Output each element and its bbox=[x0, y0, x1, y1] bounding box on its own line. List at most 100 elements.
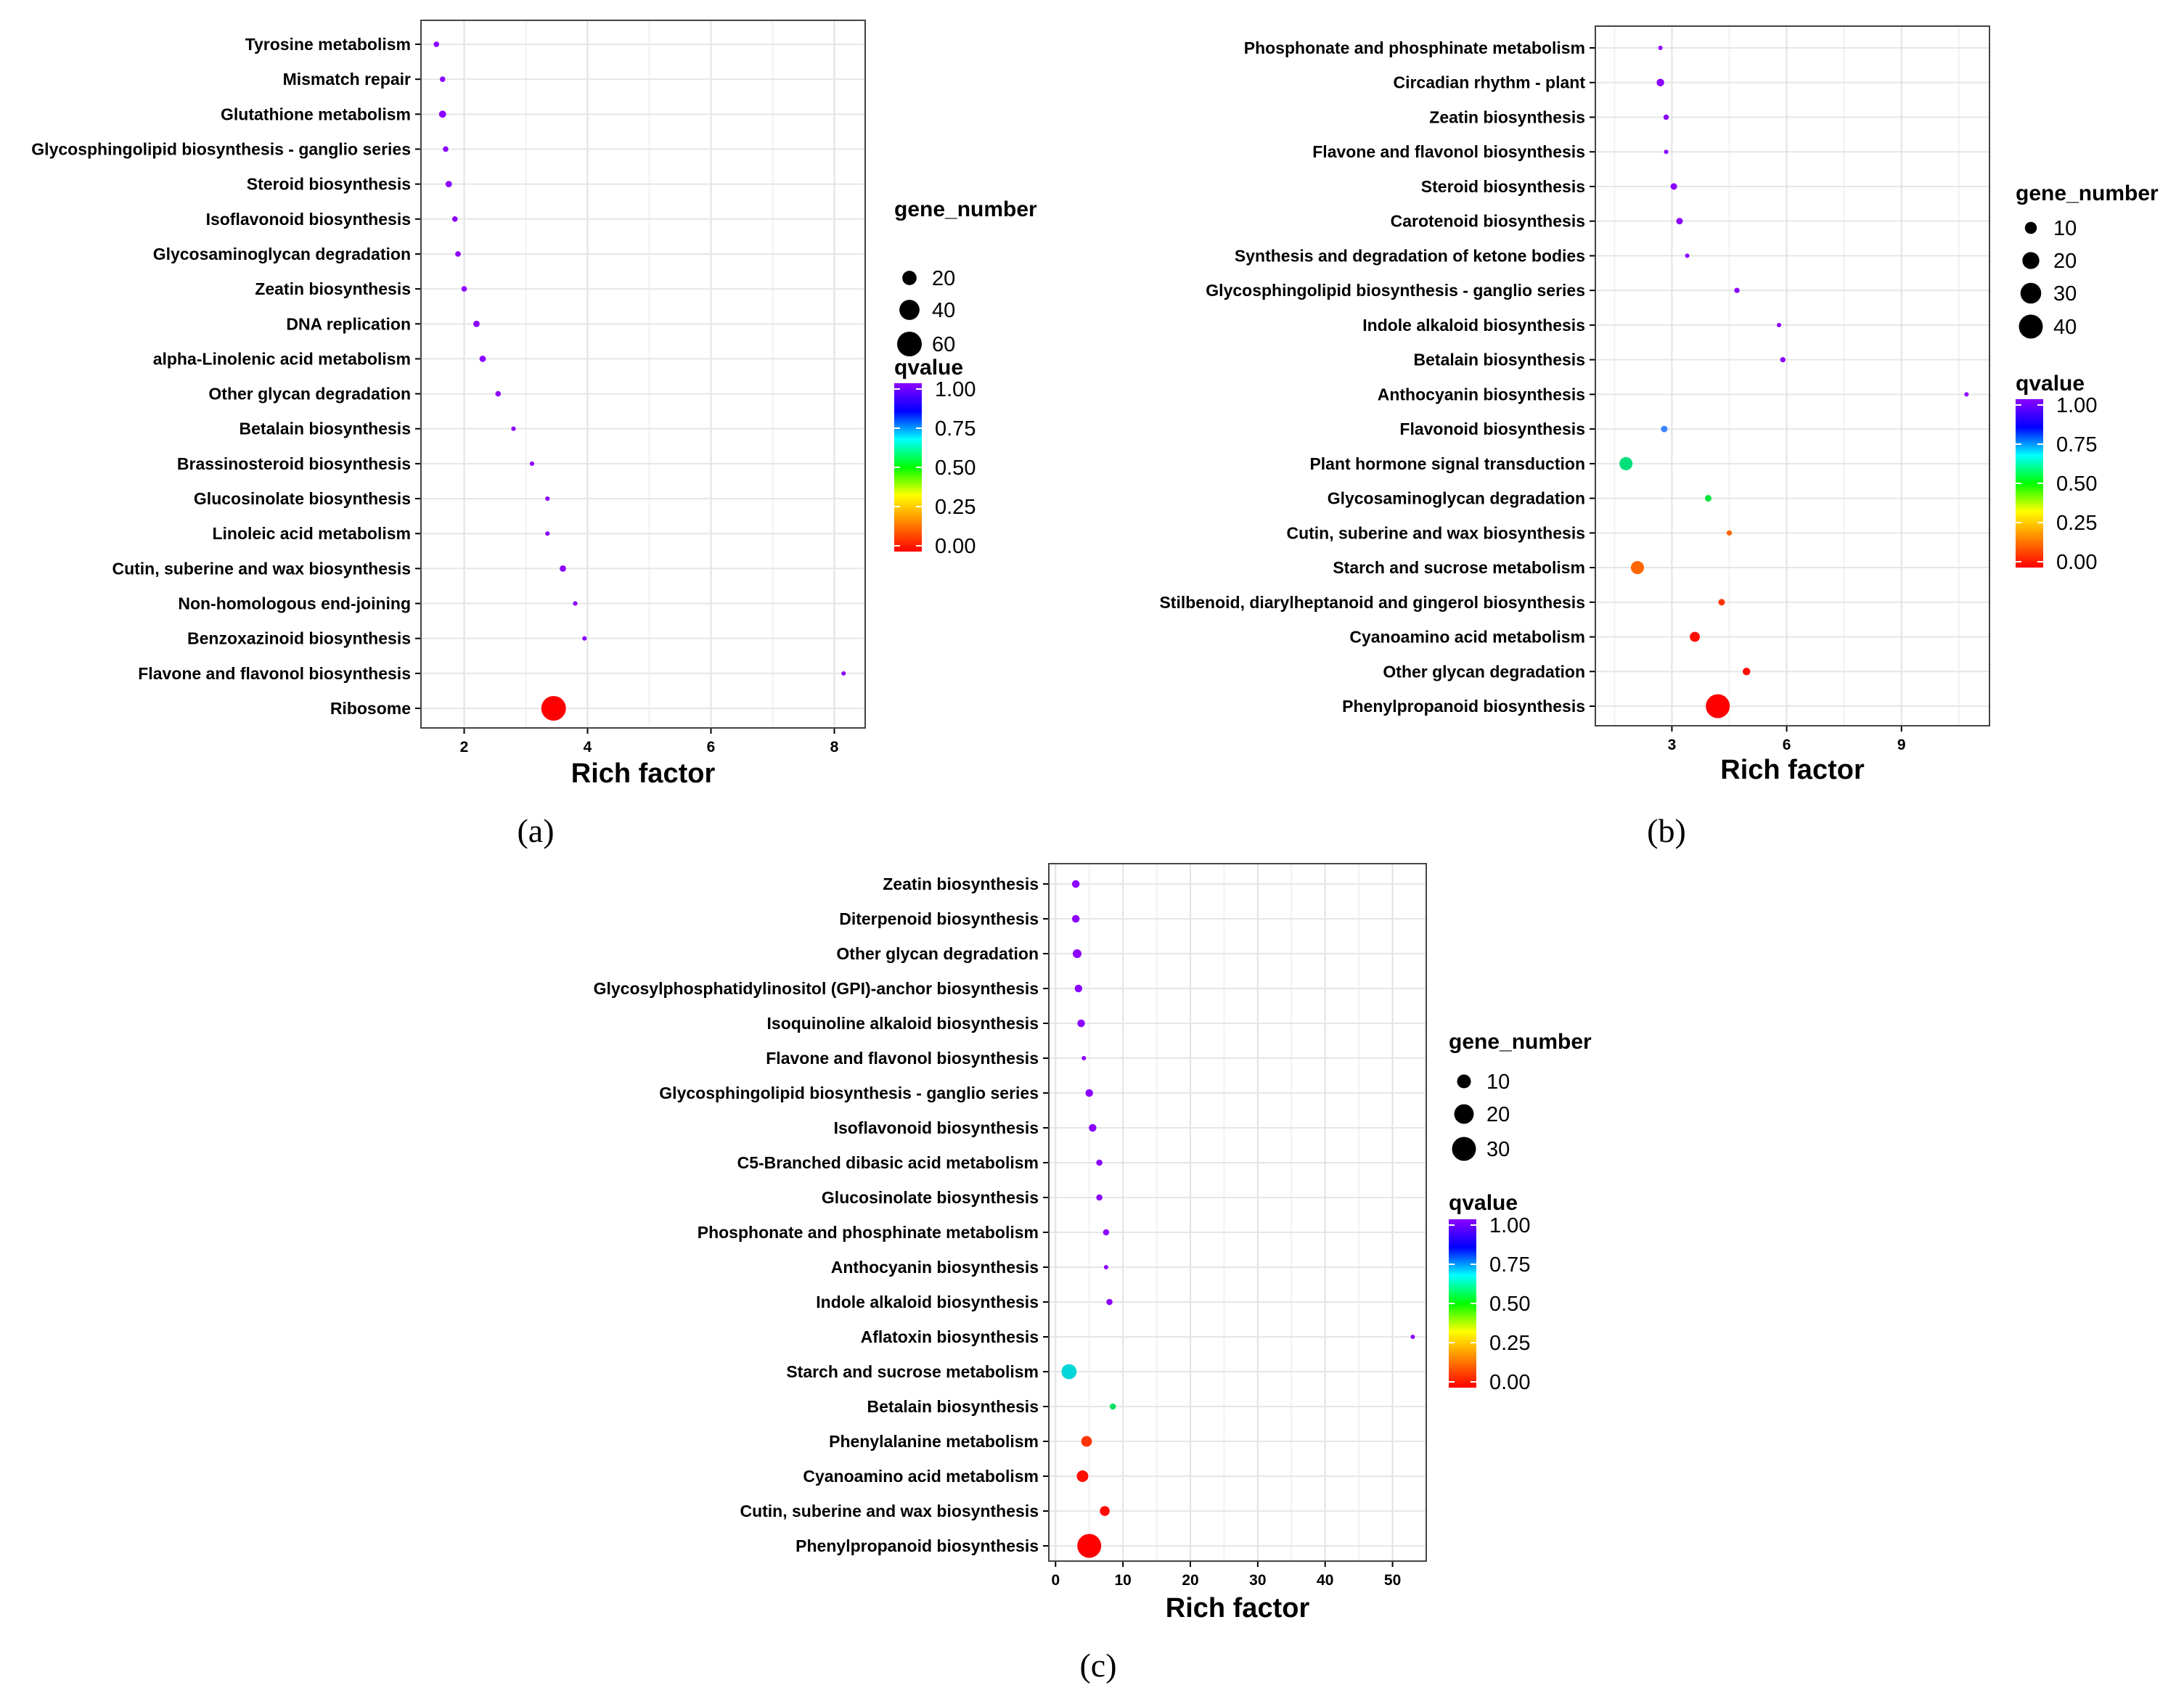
data-point-betalain-biosynthesis bbox=[1780, 356, 1786, 363]
data-point-isoflavonoid-biosynthesis bbox=[451, 216, 458, 222]
size-legend-dot bbox=[2024, 221, 2037, 234]
data-point-cutin-suberine-and-wax-biosynthesis bbox=[1726, 530, 1733, 536]
size-legend-label: 40 bbox=[2053, 316, 2077, 339]
data-point-zeatin-biosynthesis bbox=[1663, 114, 1669, 120]
y-tick-label: Glucosinolate biosynthesis bbox=[822, 1188, 1039, 1207]
data-point-glycosaminoglycan-degradation bbox=[1705, 495, 1712, 502]
data-point-flavone-and-flavonol-biosynthesis bbox=[1081, 1055, 1087, 1061]
data-point-anthocyanin-biosynthesis bbox=[1103, 1264, 1108, 1270]
color-legend-label: 0.00 bbox=[1489, 1371, 1530, 1394]
data-point-glucosinolate-biosynthesis bbox=[1096, 1194, 1103, 1201]
x-tick-label: 4 bbox=[584, 739, 592, 756]
x-tick-label: 20 bbox=[1182, 1572, 1198, 1589]
color-legend-label: 0.00 bbox=[2056, 551, 2097, 574]
data-point-brassinosteroid-biosynthesis bbox=[529, 461, 535, 466]
data-point-betalain-biosynthesis bbox=[511, 426, 516, 431]
y-tick-label: Carotenoid biosynthesis bbox=[1391, 212, 1585, 231]
size-legend-dot bbox=[1452, 1137, 1476, 1161]
y-tick-label: Aflatoxin biosynthesis bbox=[861, 1327, 1039, 1346]
data-point-circadian-rhythm-plant bbox=[1656, 78, 1664, 86]
x-tick-label: 9 bbox=[1897, 737, 1906, 753]
y-tick-label: Betalain biosynthesis bbox=[867, 1397, 1039, 1416]
y-tick-label: Zeatin biosynthesis bbox=[1429, 107, 1585, 126]
y-tick-label: Diterpenoid biosynthesis bbox=[839, 909, 1039, 928]
y-tick-label: Isoflavonoid biosynthesis bbox=[834, 1118, 1039, 1137]
y-tick-label: Cutin, suberine and wax biosynthesis bbox=[1286, 523, 1585, 542]
color-legend-label: 0.75 bbox=[2056, 433, 2097, 457]
data-point-alpha-linolenic-acid-metabolism bbox=[479, 356, 486, 362]
data-point-cyanoamino-acid-metabolism bbox=[1076, 1470, 1089, 1482]
size-legend-label: 40 bbox=[932, 299, 955, 322]
size-legend-dot bbox=[2022, 252, 2040, 269]
data-point-steroid-biosynthesis bbox=[445, 181, 452, 188]
data-point-isoflavonoid-biosynthesis bbox=[1089, 1123, 1097, 1132]
y-tick-label: Tyrosine metabolism bbox=[245, 35, 411, 54]
data-point-other-glycan-degradation bbox=[495, 390, 502, 397]
y-tick-label: Glucosinolate biosynthesis bbox=[194, 489, 411, 508]
y-tick-label: Cutin, suberine and wax biosynthesis bbox=[112, 559, 411, 578]
x-tick-label: 0 bbox=[1051, 1572, 1060, 1589]
y-tick-label: Flavone and flavonol biosynthesis bbox=[766, 1049, 1039, 1068]
data-point-phenylpropanoid-biosynthesis bbox=[1706, 694, 1730, 719]
color-legend-title: qvalue bbox=[1449, 1191, 1518, 1215]
data-point-indole-alkaloid-biosynthesis bbox=[1777, 322, 1782, 327]
y-tick-label: Phenylalanine metabolism bbox=[829, 1432, 1039, 1451]
color-legend-label: 0.50 bbox=[2056, 472, 2097, 496]
y-tick-label: Glycosaminoglycan degradation bbox=[153, 245, 411, 263]
plot-background bbox=[1595, 26, 1989, 726]
color-legend-label: 0.75 bbox=[1489, 1253, 1530, 1277]
x-tick-label: 30 bbox=[1249, 1572, 1266, 1589]
plot-background bbox=[421, 20, 865, 728]
y-tick-label: Isoquinoline alkaloid biosynthesis bbox=[767, 1014, 1039, 1033]
y-tick-label: Phenylpropanoid biosynthesis bbox=[1342, 697, 1585, 716]
color-legend-label: 0.50 bbox=[1489, 1293, 1530, 1316]
data-point-glycosphingolipid-biosynthesis-ganglio-series bbox=[443, 146, 449, 152]
data-point-anthocyanin-biosynthesis bbox=[1964, 392, 1969, 397]
plot-border bbox=[420, 20, 866, 729]
data-point-aflatoxin-biosynthesis bbox=[1410, 1334, 1415, 1340]
y-tick-label: Synthesis and degradation of ketone bodi… bbox=[1235, 246, 1585, 265]
y-tick-label: Anthocyanin biosynthesis bbox=[1378, 385, 1585, 404]
y-tick-label: Cyanoamino acid metabolism bbox=[803, 1467, 1039, 1486]
plot-border bbox=[1048, 863, 1427, 1562]
data-point-cyanoamino-acid-metabolism bbox=[1690, 631, 1700, 642]
color-legend-label: 1.00 bbox=[1489, 1214, 1530, 1237]
chart-panel-c: Zeatin biosynthesis Diterpenoid biosynthe… bbox=[594, 863, 1592, 1684]
data-point-betalain-biosynthesis bbox=[1109, 1403, 1116, 1410]
y-tick-label: Plant hormone signal transduction bbox=[1309, 454, 1585, 473]
plot-background bbox=[1049, 864, 1426, 1561]
y-tick-label: Phosphonate and phosphinate metabolism bbox=[1244, 38, 1585, 57]
data-point-diterpenoid-biosynthesis bbox=[1071, 914, 1080, 923]
data-point-flavone-and-flavonol-biosynthesis bbox=[1664, 150, 1669, 155]
y-tick-label: Isoflavonoid biosynthesis bbox=[206, 210, 411, 229]
data-point-phenylpropanoid-biosynthesis bbox=[1077, 1534, 1102, 1558]
y-tick-label: Betalain biosynthesis bbox=[240, 419, 411, 438]
data-point-stilbenoid-diarylheptanoid-and-gingerol-biosynthesis bbox=[1718, 599, 1725, 606]
plot-border bbox=[1595, 25, 1990, 726]
y-tick-label: Phosphonate and phosphinate metabolism bbox=[698, 1223, 1039, 1242]
color-legend-label: 0.75 bbox=[935, 417, 976, 441]
data-point-starch-and-sucrose-metabolism bbox=[1630, 561, 1645, 575]
data-point-indole-alkaloid-biosynthesis bbox=[1106, 1298, 1113, 1306]
data-point-zeatin-biosynthesis bbox=[1071, 880, 1080, 888]
data-point-glycosaminoglycan-degradation bbox=[455, 251, 461, 257]
color-legend-label: 0.25 bbox=[1489, 1332, 1530, 1355]
data-point-other-glycan-degradation bbox=[1072, 949, 1082, 959]
data-point-dna-replication bbox=[473, 320, 480, 327]
y-tick-label: Brassinosteroid biosynthesis bbox=[177, 454, 411, 473]
color-legend-label: 1.00 bbox=[935, 378, 976, 401]
size-legend-label: 30 bbox=[1486, 1138, 1510, 1161]
data-point-benzoxazinoid-biosynthesis bbox=[582, 636, 587, 641]
y-tick-label: Benzoxazinoid biosynthesis bbox=[187, 629, 411, 648]
y-tick-label: Linoleic acid metabolism bbox=[212, 524, 411, 543]
y-tick-label: DNA replication bbox=[286, 314, 411, 333]
size-legend-label: 60 bbox=[932, 333, 955, 356]
color-legend-label: 0.25 bbox=[935, 496, 976, 519]
color-legend-title: qvalue bbox=[894, 356, 963, 380]
y-tick-label: Cutin, suberine and wax biosynthesis bbox=[740, 1502, 1039, 1520]
size-legend-title: gene_number bbox=[2016, 181, 2159, 205]
size-legend-dot bbox=[1454, 1104, 1474, 1124]
size-legend-label: 20 bbox=[2053, 250, 2077, 273]
data-point-glycosylphosphatidylinositol-gpi-anchor-biosynthesis bbox=[1074, 984, 1083, 993]
color-legend-label: 1.00 bbox=[2056, 394, 2097, 417]
